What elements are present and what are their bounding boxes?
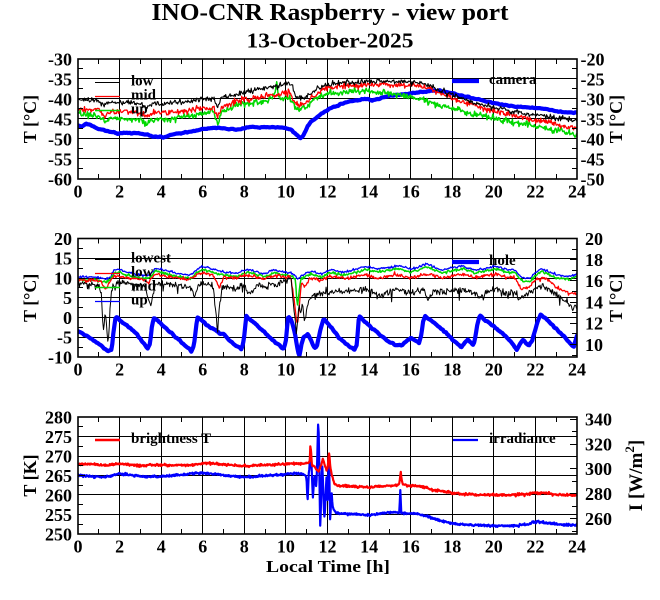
svg-text:T [K]: T [K] — [20, 454, 40, 496]
svg-text:20: 20 — [485, 181, 503, 201]
svg-text:-30: -30 — [48, 49, 72, 69]
svg-text:6: 6 — [198, 359, 207, 379]
svg-text:T [°C]: T [°C] — [606, 274, 626, 322]
svg-text:low: low — [131, 265, 154, 281]
svg-text:0: 0 — [74, 181, 83, 201]
svg-text:-20: -20 — [581, 49, 605, 69]
svg-text:-5: -5 — [57, 328, 72, 348]
svg-text:10: 10 — [277, 181, 295, 201]
svg-text:14: 14 — [360, 536, 378, 556]
svg-text:14: 14 — [360, 359, 378, 379]
svg-text:4: 4 — [157, 536, 166, 556]
svg-text:-25: -25 — [581, 69, 605, 89]
svg-text:-45: -45 — [581, 149, 605, 169]
svg-text:6: 6 — [198, 536, 207, 556]
svg-text:8: 8 — [240, 181, 249, 201]
svg-text:lowest: lowest — [131, 251, 171, 267]
svg-text:4: 4 — [157, 359, 166, 379]
svg-text:-45: -45 — [48, 109, 72, 129]
svg-text:300: 300 — [585, 459, 612, 479]
svg-text:260: 260 — [585, 509, 612, 529]
svg-text:up: up — [131, 293, 148, 309]
svg-text:280: 280 — [585, 484, 612, 504]
svg-text:14: 14 — [585, 292, 603, 312]
svg-text:20: 20 — [54, 229, 72, 249]
svg-text:6: 6 — [198, 181, 207, 201]
svg-text:low: low — [131, 74, 154, 90]
svg-text:-50: -50 — [48, 129, 72, 149]
svg-text:-55: -55 — [48, 149, 72, 169]
svg-text:12: 12 — [319, 181, 337, 201]
svg-text:T [°C]: T [°C] — [20, 95, 40, 143]
svg-text:irradiance: irradiance — [489, 431, 556, 447]
svg-text:2: 2 — [115, 359, 124, 379]
svg-text:-60: -60 — [48, 169, 72, 189]
svg-text:24: 24 — [568, 181, 586, 201]
svg-text:mid: mid — [131, 279, 157, 295]
svg-text:0: 0 — [74, 359, 83, 379]
svg-text:0: 0 — [63, 308, 72, 328]
svg-text:8: 8 — [240, 359, 249, 379]
svg-text:12: 12 — [319, 536, 337, 556]
svg-text:2: 2 — [115, 536, 124, 556]
svg-text:260: 260 — [45, 485, 72, 505]
svg-text:16: 16 — [402, 536, 420, 556]
svg-text:-30: -30 — [581, 89, 605, 109]
svg-text:18: 18 — [585, 250, 603, 270]
svg-text:camera: camera — [489, 72, 537, 88]
svg-text:18: 18 — [443, 359, 461, 379]
svg-text:18: 18 — [443, 181, 461, 201]
svg-text:22: 22 — [526, 536, 544, 556]
svg-text:-40: -40 — [581, 129, 605, 149]
svg-text:hole: hole — [489, 253, 516, 269]
svg-text:24: 24 — [568, 536, 586, 556]
svg-text:Local Time [h]: Local Time [h] — [266, 557, 390, 576]
svg-text:270: 270 — [45, 446, 72, 466]
svg-text:16: 16 — [585, 271, 603, 291]
svg-text:10: 10 — [277, 536, 295, 556]
svg-text:280: 280 — [45, 407, 72, 427]
svg-text:265: 265 — [45, 466, 72, 486]
svg-text:320: 320 — [585, 434, 612, 454]
svg-text:0: 0 — [74, 536, 83, 556]
svg-text:mid: mid — [131, 88, 157, 104]
svg-text:255: 255 — [45, 505, 72, 525]
svg-text:20: 20 — [585, 229, 603, 249]
svg-text:-50: -50 — [581, 169, 605, 189]
svg-text:-35: -35 — [581, 109, 605, 129]
svg-text:10: 10 — [54, 268, 72, 288]
svg-text:-35: -35 — [48, 69, 72, 89]
svg-text:10: 10 — [277, 359, 295, 379]
svg-text:22: 22 — [526, 359, 544, 379]
svg-text:5: 5 — [63, 288, 72, 308]
svg-text:INO-CNR Raspberry - view port: INO-CNR Raspberry - view port — [152, 0, 509, 26]
svg-text:13-October-2025: 13-October-2025 — [247, 28, 414, 52]
svg-text:20: 20 — [485, 359, 503, 379]
svg-text:10: 10 — [585, 335, 603, 355]
svg-text:-40: -40 — [48, 89, 72, 109]
svg-text:24: 24 — [568, 359, 586, 379]
svg-text:12: 12 — [585, 314, 603, 334]
svg-text:14: 14 — [360, 181, 378, 201]
svg-text:250: 250 — [45, 524, 72, 544]
svg-text:-10: -10 — [48, 347, 72, 367]
svg-text:T [°C]: T [°C] — [20, 274, 40, 322]
svg-text:22: 22 — [526, 181, 544, 201]
svg-text:2: 2 — [115, 181, 124, 201]
svg-text:275: 275 — [45, 427, 72, 447]
svg-text:16: 16 — [402, 181, 420, 201]
svg-text:18: 18 — [443, 536, 461, 556]
svg-text:brightness T: brightness T — [131, 431, 211, 447]
svg-text:8: 8 — [240, 536, 249, 556]
svg-text:up: up — [131, 102, 148, 118]
svg-text:12: 12 — [319, 359, 337, 379]
svg-text:4: 4 — [157, 181, 166, 201]
svg-text:20: 20 — [485, 536, 503, 556]
svg-text:16: 16 — [402, 359, 420, 379]
svg-text:15: 15 — [54, 249, 72, 269]
svg-text:T [°C]: T [°C] — [606, 95, 626, 143]
svg-text:340: 340 — [585, 409, 612, 429]
